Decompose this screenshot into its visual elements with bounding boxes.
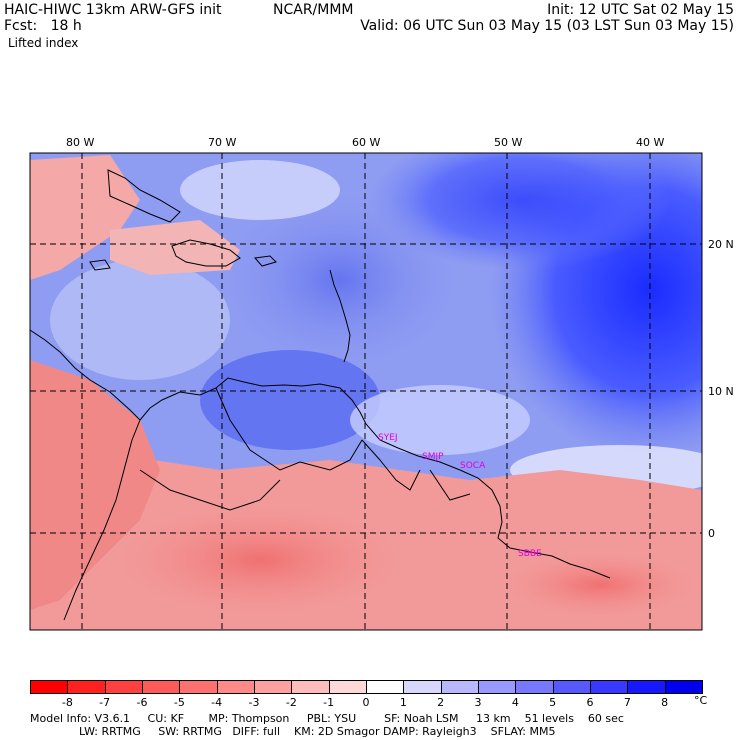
station-label: SYEJ — [378, 433, 398, 443]
init-time: Init: 12 UTC Sat 02 May 15 — [547, 2, 734, 18]
colorbar-swatch — [254, 680, 293, 694]
model-title: HAIC-HIWC 13km ARW-GFS init — [4, 2, 222, 18]
colorbar-label: 4 — [511, 696, 519, 709]
field-name: Lifted index — [8, 36, 79, 50]
lon-label: 60 W — [352, 136, 380, 149]
lon-label: 70 W — [208, 136, 236, 149]
lat-label: 20 N — [708, 238, 734, 251]
coastlines — [30, 169, 611, 621]
model-info-line1: Model Info: V3.6.1 CU: KF MP: Thompson P… — [30, 712, 624, 725]
colorbar-swatch — [403, 680, 442, 694]
station-label: SMJP — [422, 452, 444, 462]
colorbar-label: 6 — [586, 696, 594, 709]
lon-label: 80 W — [66, 136, 94, 149]
colorbar-swatch — [552, 680, 591, 694]
colorbar-unit: °C — [694, 694, 708, 707]
colorbar-label: 3 — [474, 696, 482, 709]
colorbar-label: -3 — [248, 696, 260, 709]
colorbar-swatch — [627, 680, 666, 694]
colorbar-label: -6 — [136, 696, 148, 709]
colorbar-swatch — [328, 680, 367, 694]
colorbar-label: 5 — [549, 696, 557, 709]
lon-label: 50 W — [494, 136, 522, 149]
colorbar-swatch — [478, 680, 517, 694]
colorbar-swatch — [366, 680, 405, 694]
forecast-hour: Fcst: 18 h — [4, 18, 82, 34]
lat-label: 0 — [708, 527, 715, 540]
station-label: SBBE — [518, 549, 542, 559]
colorbar-label: -8 — [61, 696, 73, 709]
colorbar-swatch — [440, 680, 479, 694]
colorbar-label: -2 — [285, 696, 297, 709]
colorbar-swatch — [30, 680, 69, 694]
colorbar-swatch — [142, 680, 181, 694]
colorbar-swatch — [664, 680, 703, 694]
lifted-index-map: SYEJ SMJP SOCA SBBE 80 W 70 W 60 W 50 W … — [29, 136, 734, 631]
colorbar-swatch — [104, 680, 143, 694]
colorbar-label: -5 — [173, 696, 185, 709]
colorbar-swatch — [179, 680, 218, 694]
organization: NCAR/MMM — [273, 2, 354, 18]
colorbar-label: -7 — [99, 696, 111, 709]
colorbar-label: 0 — [362, 696, 370, 709]
graticule — [30, 153, 702, 630]
colorbar-label: 8 — [661, 696, 669, 709]
model-info-line2: LW: RRTMG SW: RRTMG DIFF: full KM: 2D Sm… — [30, 725, 556, 738]
colorbar-swatch — [67, 680, 106, 694]
colorbar-label: 1 — [399, 696, 407, 709]
station-label: SOCA — [460, 461, 486, 471]
colorbar-label: 2 — [437, 696, 445, 709]
colorbar-swatch — [590, 680, 629, 694]
lon-label: 40 W — [636, 136, 664, 149]
colorbar-label: -1 — [323, 696, 335, 709]
axis-labels: 80 W 70 W 60 W 50 W 40 W 20 N 10 N 0 — [66, 136, 734, 540]
station-markers: SYEJ SMJP SOCA SBBE — [378, 433, 542, 559]
colorbar-label: -4 — [211, 696, 223, 709]
colorbar-swatch — [216, 680, 255, 694]
colorbar-label: 7 — [623, 696, 631, 709]
shaded-field — [30, 153, 702, 630]
colorbar-swatch — [515, 680, 554, 694]
valid-time: Valid: 06 UTC Sun 03 May 15 (03 LST Sun … — [360, 18, 734, 34]
colorbar-swatch — [291, 680, 330, 694]
lat-label: 10 N — [708, 385, 734, 398]
